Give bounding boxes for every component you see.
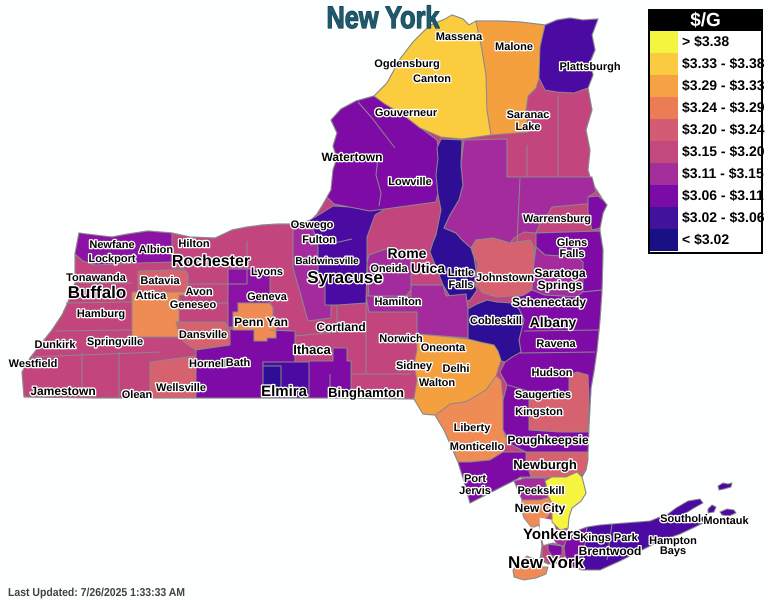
svg-text:Bays: Bays (660, 545, 686, 557)
svg-text:Attica: Attica (136, 290, 167, 302)
svg-text:Baldwinsville: Baldwinsville (295, 256, 359, 267)
svg-text:$3.06 - $3.11: $3.06 - $3.11 (682, 187, 764, 203)
svg-text:Dunkirk: Dunkirk (35, 339, 77, 351)
svg-text:Glens: Glens (557, 237, 588, 249)
svg-text:Springville: Springville (87, 336, 143, 348)
svg-text:Hudson: Hudson (532, 367, 573, 379)
svg-text:Sidney: Sidney (396, 360, 433, 372)
svg-text:$3.29 - $3.33: $3.29 - $3.33 (682, 77, 765, 93)
svg-text:Fulton: Fulton (302, 234, 336, 246)
svg-text:Newburgh: Newburgh (513, 457, 577, 472)
svg-text:Walton: Walton (419, 377, 456, 389)
svg-text:Oneida: Oneida (370, 263, 408, 275)
svg-text:Westfield: Westfield (9, 358, 58, 370)
svg-text:Newfane: Newfane (89, 239, 134, 251)
svg-text:Geneseo: Geneseo (170, 299, 217, 311)
svg-text:Ithaca: Ithaca (293, 342, 331, 357)
svg-text:$3.33 - $3.38: $3.33 - $3.38 (682, 55, 765, 71)
svg-text:Port: Port (464, 473, 486, 485)
svg-text:Kingston: Kingston (515, 406, 563, 418)
svg-text:Southold: Southold (660, 513, 708, 525)
svg-text:Wellsville: Wellsville (156, 382, 206, 394)
svg-text:Rome: Rome (388, 245, 427, 261)
svg-text:Hornell: Hornell (189, 358, 227, 370)
svg-text:Gouverneur: Gouverneur (375, 107, 438, 119)
svg-text:Syracuse: Syracuse (307, 268, 383, 287)
svg-text:Saratoga: Saratoga (534, 266, 586, 280)
svg-text:Cobleskill: Cobleskill (470, 315, 522, 327)
svg-text:Warrensburg: Warrensburg (523, 213, 591, 225)
svg-text:Geneva: Geneva (247, 291, 288, 303)
svg-text:Avon: Avon (185, 286, 212, 298)
svg-text:Falls: Falls (559, 248, 584, 260)
svg-text:Lyons: Lyons (251, 266, 283, 278)
svg-text:Oneonta: Oneonta (421, 342, 466, 354)
svg-text:Rochester: Rochester (172, 253, 250, 270)
svg-text:$/G: $/G (690, 10, 721, 31)
svg-text:Saranac: Saranac (507, 109, 550, 121)
svg-text:Lockport: Lockport (88, 253, 135, 265)
svg-text:Little: Little (448, 267, 474, 279)
svg-text:Yonkers: Yonkers (523, 526, 581, 543)
svg-text:New York: New York (508, 553, 584, 572)
svg-text:Ogdensburg: Ogdensburg (374, 58, 439, 70)
svg-text:Albany: Albany (530, 314, 577, 330)
svg-text:Cortland: Cortland (316, 320, 365, 334)
svg-text:Bath: Bath (226, 357, 251, 369)
svg-text:Johnstown: Johnstown (476, 272, 534, 284)
svg-text:Penn Yan: Penn Yan (234, 315, 288, 329)
svg-text:New York: New York (327, 0, 441, 35)
svg-text:Olean: Olean (122, 389, 153, 401)
svg-text:Poughkeepsie: Poughkeepsie (507, 433, 589, 447)
svg-text:Elmira: Elmira (261, 383, 308, 400)
svg-text:Jervis: Jervis (459, 485, 491, 497)
svg-text:Monticello: Monticello (450, 441, 505, 453)
svg-text:$3.20 - $3.24: $3.20 - $3.24 (682, 121, 765, 137)
svg-text:Oswego: Oswego (291, 219, 334, 231)
svg-text:$3.02 - $3.06: $3.02 - $3.06 (682, 209, 765, 225)
svg-text:Tonawanda: Tonawanda (66, 272, 127, 284)
svg-text:> $3.38: > $3.38 (682, 33, 729, 49)
svg-text:Springs: Springs (538, 278, 583, 292)
svg-text:Lowville: Lowville (388, 176, 431, 188)
svg-text:< $3.02: < $3.02 (682, 231, 729, 247)
svg-text:Ravena: Ravena (536, 338, 576, 350)
svg-text:Watertown: Watertown (322, 150, 383, 164)
svg-text:Buffalo: Buffalo (68, 283, 127, 302)
svg-text:Utica: Utica (411, 260, 445, 276)
svg-text:$3.11 - $3.15: $3.11 - $3.15 (682, 165, 764, 181)
svg-text:Saugerties: Saugerties (515, 389, 571, 401)
svg-text:Delhi: Delhi (443, 363, 470, 375)
svg-text:Falls: Falls (448, 279, 473, 291)
svg-text:Hamburg: Hamburg (77, 308, 125, 320)
svg-text:New City: New City (515, 501, 566, 515)
svg-text:Binghamton: Binghamton (328, 385, 404, 400)
svg-text:Montauk: Montauk (703, 515, 749, 527)
svg-text:Kings Park: Kings Park (580, 532, 638, 544)
svg-text:Albion: Albion (139, 244, 173, 256)
svg-text:Canton: Canton (413, 73, 451, 85)
svg-text:Peekskill: Peekskill (517, 485, 564, 497)
svg-text:Hampton: Hampton (649, 535, 697, 547)
svg-text:Hamilton: Hamilton (374, 296, 421, 308)
svg-text:Last Updated: 7/26/2025 1:33:3: Last Updated: 7/26/2025 1:33:33 AM (8, 587, 185, 599)
svg-text:Schenectady: Schenectady (512, 295, 586, 309)
svg-text:Dansville: Dansville (179, 329, 227, 341)
svg-text:Malone: Malone (495, 41, 533, 53)
svg-text:Massena: Massena (436, 31, 483, 43)
svg-text:Norwich: Norwich (379, 333, 423, 345)
svg-text:Brentwood: Brentwood (579, 544, 642, 558)
svg-text:$3.24 - $3.29: $3.24 - $3.29 (682, 99, 765, 115)
svg-text:Batavia: Batavia (140, 275, 180, 287)
svg-text:Hilton: Hilton (178, 238, 209, 250)
svg-text:Plattsburgh: Plattsburgh (559, 61, 620, 73)
svg-text:Liberty: Liberty (454, 422, 492, 434)
svg-text:Lake: Lake (515, 121, 540, 133)
svg-text:Jamestown: Jamestown (30, 384, 95, 398)
svg-text:$3.15 - $3.20: $3.15 - $3.20 (682, 143, 765, 159)
